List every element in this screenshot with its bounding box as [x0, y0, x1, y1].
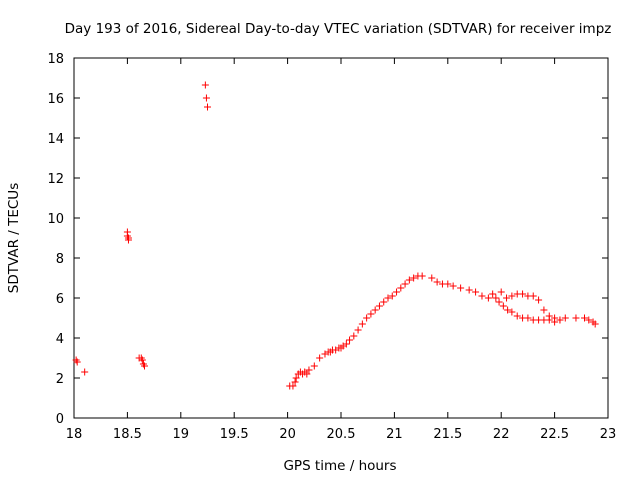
data-point	[535, 296, 543, 304]
data-point	[138, 356, 146, 364]
data-point	[495, 298, 503, 306]
y-tick-label: 18	[47, 52, 64, 67]
data-point	[342, 340, 350, 348]
y-tick-label: 6	[56, 292, 64, 307]
data-point	[556, 316, 564, 324]
data-points	[72, 81, 599, 390]
y-tick-label: 4	[56, 332, 64, 347]
x-tick-label: 22	[493, 427, 510, 442]
y-tick-label: 10	[47, 212, 64, 227]
data-point	[405, 276, 413, 284]
data-point	[303, 370, 311, 378]
x-tick-label: 23	[600, 427, 617, 442]
data-point	[73, 358, 81, 366]
data-point	[551, 314, 559, 322]
data-point	[508, 308, 516, 316]
data-point	[504, 306, 512, 314]
data-point	[489, 290, 497, 298]
data-point	[519, 290, 527, 298]
data-point	[140, 362, 148, 370]
y-axis-label: SDTVAR / TECUs	[6, 183, 22, 293]
data-point	[457, 284, 465, 292]
x-axis: 18 18.5 19 19.5 20 20.5 21 21.5 22 22.5 23	[66, 58, 617, 442]
data-point	[585, 316, 593, 324]
data-point	[292, 374, 300, 382]
data-point	[561, 314, 569, 322]
data-point	[305, 366, 313, 374]
data-point	[124, 236, 132, 244]
data-point	[591, 320, 599, 328]
data-point	[204, 103, 211, 111]
x-tick-label: 21	[386, 427, 403, 442]
y-tick-label: 14	[47, 132, 64, 147]
data-point	[508, 292, 516, 300]
data-point	[478, 292, 486, 300]
data-point	[397, 284, 405, 292]
y-tick-label: 12	[47, 172, 64, 187]
data-point	[410, 274, 418, 282]
data-point	[428, 274, 436, 282]
data-point	[524, 314, 532, 322]
data-point	[581, 314, 589, 322]
data-point	[484, 294, 492, 302]
data-point	[513, 312, 521, 320]
data-point	[201, 81, 209, 89]
chart-title: Day 193 of 2016, Sidereal Day-to-day VTE…	[65, 21, 612, 37]
x-tick-label: 18	[66, 427, 83, 442]
x-tick-label: 18.5	[113, 427, 142, 442]
x-tick-label: 20	[279, 427, 296, 442]
data-point	[384, 294, 392, 302]
data-point	[363, 314, 371, 322]
data-point	[418, 272, 426, 280]
data-point	[202, 94, 210, 102]
data-point	[492, 294, 500, 302]
data-point	[350, 332, 358, 340]
data-point	[291, 378, 299, 386]
x-tick-label: 22.5	[540, 427, 569, 442]
x-tick-label: 21.5	[433, 427, 462, 442]
data-point	[81, 368, 89, 376]
data-point	[358, 320, 366, 328]
data-point	[465, 286, 473, 294]
data-point	[401, 280, 409, 288]
x-tick-label: 19.5	[220, 427, 249, 442]
data-point	[449, 282, 457, 290]
data-point	[497, 288, 505, 296]
y-tick-label: 8	[56, 252, 64, 267]
y-tick-label: 0	[56, 412, 64, 427]
data-point	[572, 314, 580, 322]
y-tick-label: 2	[56, 372, 64, 387]
x-axis-label: GPS time / hours	[283, 458, 396, 474]
data-point	[375, 302, 383, 310]
data-point	[529, 292, 537, 300]
data-point	[367, 310, 375, 318]
data-point	[310, 362, 318, 370]
data-point	[316, 354, 324, 362]
data-point	[289, 382, 297, 390]
data-point	[380, 298, 388, 306]
data-point	[371, 306, 379, 314]
x-tick-label: 20.5	[327, 427, 356, 442]
data-point	[346, 336, 354, 344]
data-point	[433, 278, 441, 286]
data-point	[388, 292, 396, 300]
data-point	[499, 302, 507, 310]
y-axis: 0 2 4 6 8 10 12 14 16 18	[47, 52, 608, 427]
data-point	[472, 288, 480, 296]
data-point	[393, 288, 401, 296]
x-tick-label: 19	[173, 427, 190, 442]
data-point	[545, 312, 553, 320]
data-point	[354, 326, 362, 334]
data-point	[444, 280, 452, 288]
data-point	[503, 294, 511, 302]
data-point	[540, 306, 548, 314]
y-tick-label: 16	[47, 92, 64, 107]
